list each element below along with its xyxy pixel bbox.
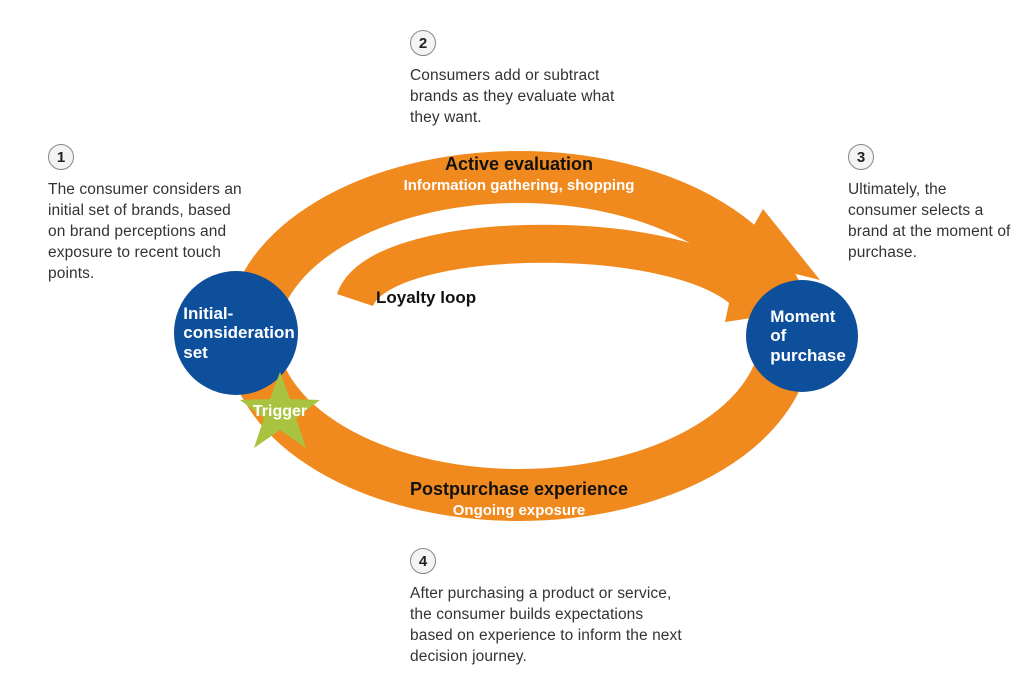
arc-bottom-subtitle: Ongoing exposure [0,502,1024,519]
node-moment-of-purchase-label: Moment of purchase [746,280,858,392]
node-right-line2: of [770,326,846,346]
callout-badge-4: 4 [410,548,436,574]
callout-text-1: The consumer considers an initial set of… [48,180,248,285]
node-right-line3: purchase [770,346,846,366]
trigger-label: Trigger [245,403,315,421]
node-right-line1: Moment [770,307,846,327]
node-left-line1: Initial- [183,304,294,324]
callout-badge-1: 1 [48,144,74,170]
loyalty-loop-title: Loyalty loop [376,288,476,308]
callout-badge-3: 3 [848,144,874,170]
outer-loop-band [252,177,786,495]
node-initial-consideration-label: Initial- consideration set [174,271,298,395]
callout-text-3: Ultimately, the consumer selects a brand… [848,180,1018,264]
node-left-line2: consideration [183,323,294,343]
node-left-line3: set [183,343,294,363]
arc-bottom-title: Postpurchase experience [0,479,1024,500]
callout-text-4: After purchasing a product or service, t… [410,584,690,668]
callout-text-2: Consumers add or subtract brands as they… [410,66,620,129]
diagram-stage: Initial- consideration set Moment of pur… [0,0,1024,677]
callout-badge-2: 2 [410,30,436,56]
